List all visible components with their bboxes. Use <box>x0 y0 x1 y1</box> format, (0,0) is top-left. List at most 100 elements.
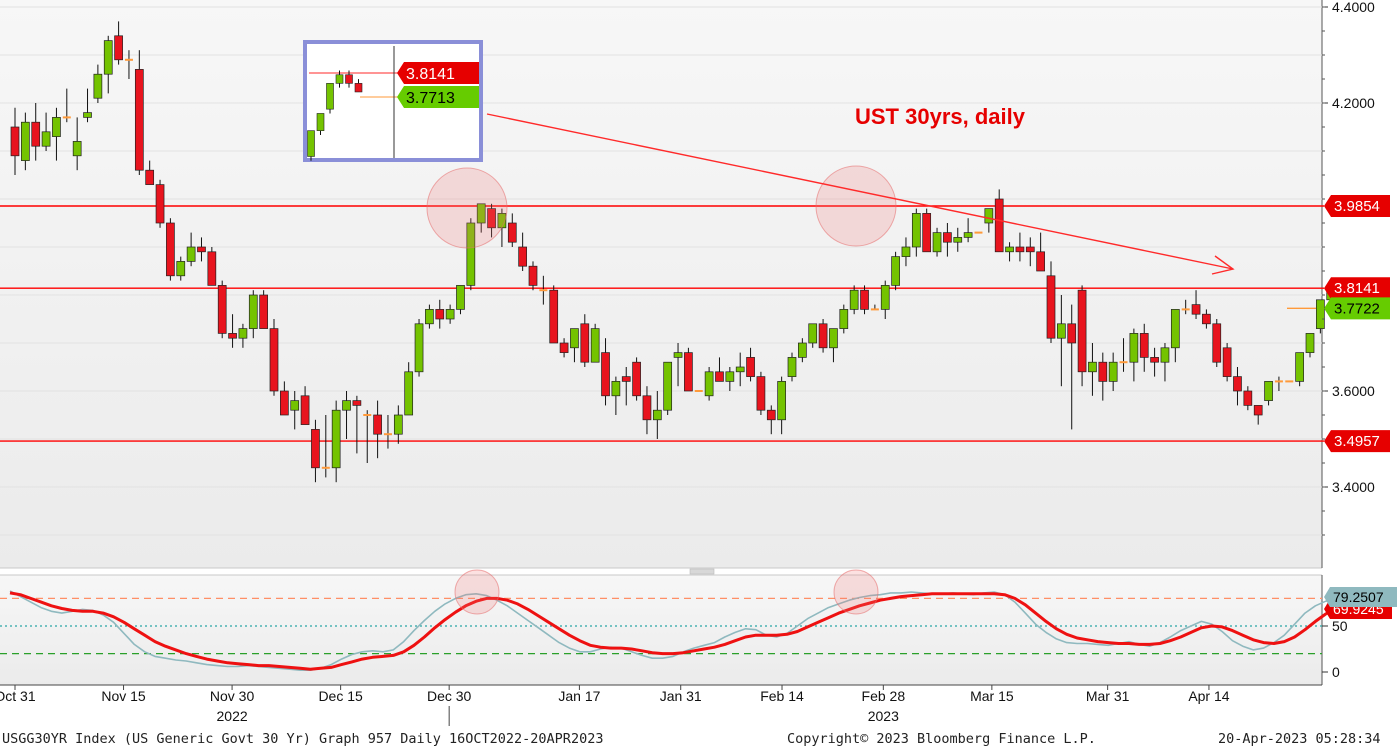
candle-body <box>52 117 61 137</box>
candle-body <box>746 357 755 377</box>
candle-body <box>466 222 476 286</box>
candle-body <box>290 400 300 411</box>
candle-body <box>673 352 683 358</box>
candle-body <box>1129 333 1139 363</box>
candle-body <box>1222 347 1232 377</box>
level-price-label: 3.8141 <box>1334 280 1380 297</box>
candle-body <box>1036 251 1045 272</box>
trend-arrowhead <box>1211 255 1235 275</box>
inset-candle-body <box>335 74 344 84</box>
candle-body <box>901 246 911 257</box>
candle-body <box>621 376 631 382</box>
level-price-label: 3.9854 <box>1334 198 1380 215</box>
candle-body <box>694 390 703 392</box>
trend-arrow-line <box>486 113 1234 270</box>
candle-body <box>373 414 382 435</box>
candle-body <box>1077 289 1087 373</box>
candle-body <box>663 361 673 411</box>
candle-body <box>248 294 258 329</box>
x-tick-label: Mar 31 <box>1086 688 1130 704</box>
candle-body <box>83 112 92 118</box>
candle-body <box>1150 357 1159 363</box>
candle-body <box>1088 361 1097 373</box>
year-label: 2022 <box>217 708 248 724</box>
candle-body <box>1057 323 1066 339</box>
highlight-circle <box>815 165 897 247</box>
candle-body <box>559 342 569 353</box>
candle-body <box>145 169 155 185</box>
candle-body <box>1285 380 1294 383</box>
candle-body <box>259 294 268 329</box>
candle-body <box>1098 361 1108 382</box>
candle-body <box>808 323 818 344</box>
candle-body <box>134 69 144 171</box>
panel-splitter-handle[interactable] <box>689 568 715 575</box>
level-price-label: 3.4957 <box>1334 433 1380 450</box>
candle-body <box>1181 308 1190 311</box>
candle-body <box>414 323 424 373</box>
candle-body <box>539 289 548 292</box>
candle-body <box>321 466 330 469</box>
inset-high-tag <box>397 62 479 84</box>
year-label: 2023 <box>868 708 899 724</box>
candle-body <box>922 213 932 253</box>
level-price-tag <box>1324 430 1390 453</box>
candle-body <box>1046 275 1056 339</box>
y-tick-label: 3.6000 <box>1332 383 1375 399</box>
candle-body <box>549 289 559 344</box>
x-tick-label: Mar 15 <box>970 688 1014 704</box>
candle-body <box>363 414 372 416</box>
highlight-circle <box>833 569 879 615</box>
candle-body <box>704 371 714 397</box>
osc-y-tick-label: 50 <box>1332 618 1348 634</box>
candle-body <box>166 222 175 277</box>
candle-body <box>1191 304 1201 315</box>
candle-body <box>476 203 486 224</box>
inset-zoom-box <box>303 40 483 162</box>
candle-body <box>1119 361 1128 364</box>
candle-body <box>103 40 113 75</box>
x-tick-label: Feb 14 <box>760 688 804 704</box>
candle-body <box>974 231 983 234</box>
candle-body <box>963 232 973 238</box>
candle-body <box>393 414 403 435</box>
candle-body <box>642 395 652 421</box>
candle-body <box>652 409 662 421</box>
x-tick-label: Nov 15 <box>101 688 146 704</box>
candle-body <box>1108 361 1118 382</box>
candle-body <box>590 328 600 363</box>
osc-panel-background <box>0 575 1322 685</box>
inset-last-label: 3.7713 <box>406 90 455 107</box>
last-price-label: 3.7722 <box>1334 300 1380 317</box>
candle-body <box>300 395 310 425</box>
candle-body <box>1139 333 1149 358</box>
candle-body <box>1005 246 1014 253</box>
candle-body <box>352 400 362 406</box>
candle-body <box>735 366 745 373</box>
candle-body <box>238 328 248 339</box>
candle-body <box>1202 313 1211 325</box>
candle-body <box>1316 299 1325 329</box>
candle-body <box>1253 405 1263 416</box>
candle-body <box>528 265 538 286</box>
x-tick-label: Nov 30 <box>210 688 255 704</box>
highlight-circle <box>454 569 500 615</box>
candle-body <box>186 246 196 262</box>
osc-value-label-1: 79.2507 <box>1333 589 1384 605</box>
inset-last-tag <box>397 86 479 108</box>
candle-body <box>518 246 527 267</box>
candle-body <box>777 381 786 421</box>
candle-body <box>435 309 445 320</box>
candle-body <box>570 328 579 349</box>
candle-body <box>611 381 621 397</box>
inset-candle-body <box>345 74 353 84</box>
highlight-circle <box>426 167 508 249</box>
y-tick-label: 4.2000 <box>1332 95 1375 111</box>
candle-body <box>487 208 496 229</box>
x-tick-label: Jan 17 <box>558 688 600 704</box>
y-tick-label: 4.4000 <box>1332 0 1375 15</box>
x-tick-label: Dec 30 <box>427 688 472 704</box>
level-price-tag <box>1324 277 1390 300</box>
candle-body <box>601 352 610 397</box>
